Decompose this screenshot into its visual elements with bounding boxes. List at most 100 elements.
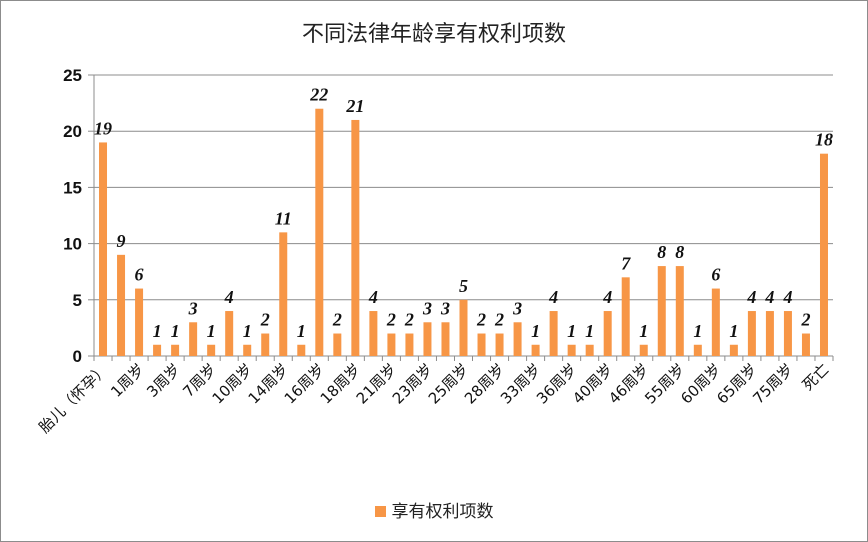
data-label: 1 xyxy=(531,321,540,341)
bar xyxy=(783,311,792,356)
bar xyxy=(261,333,270,356)
bar xyxy=(459,299,468,356)
bar xyxy=(99,142,108,356)
bar xyxy=(333,333,342,356)
bar xyxy=(369,311,378,356)
data-label: 3 xyxy=(512,298,522,318)
y-tick-label: 20 xyxy=(63,122,82,141)
data-label: 3 xyxy=(422,298,432,318)
data-label: 9 xyxy=(117,231,126,251)
bar xyxy=(531,344,540,356)
bar xyxy=(297,344,306,356)
data-label: 4 xyxy=(782,287,792,307)
y-tick-label: 10 xyxy=(63,235,82,254)
data-label: 1 xyxy=(693,321,702,341)
data-label: 6 xyxy=(135,265,144,285)
data-label: 1 xyxy=(153,321,162,341)
bar xyxy=(693,344,702,356)
y-tick-label: 5 xyxy=(73,291,82,310)
data-label: 5 xyxy=(459,276,468,296)
x-tick-label: 胎儿（怀孕） xyxy=(35,360,111,436)
data-label: 1 xyxy=(729,321,738,341)
bar xyxy=(405,333,414,356)
data-label: 1 xyxy=(171,321,180,341)
bar xyxy=(567,344,576,356)
x-tick-label: 死亡 xyxy=(799,360,833,394)
bar xyxy=(477,333,486,356)
data-label: 2 xyxy=(494,310,504,330)
y-tick-label: 25 xyxy=(63,66,82,85)
data-label: 2 xyxy=(386,310,396,330)
data-label: 6 xyxy=(711,265,720,285)
bar xyxy=(639,344,648,356)
x-axis-ticks: 胎儿（怀孕）1周岁3周岁7周岁10周岁14周岁16周岁18周岁21周岁23周岁2… xyxy=(35,360,832,436)
data-label: 19 xyxy=(94,118,112,138)
data-label: 11 xyxy=(275,208,292,228)
bar xyxy=(117,254,126,356)
bar xyxy=(225,311,234,356)
bar xyxy=(765,311,774,356)
data-label: 4 xyxy=(746,287,756,307)
data-label: 18 xyxy=(815,130,833,150)
data-label: 2 xyxy=(404,310,414,330)
data-label: 8 xyxy=(657,242,666,262)
data-label: 2 xyxy=(800,310,810,330)
data-label: 2 xyxy=(476,310,486,330)
bar xyxy=(801,333,810,356)
bar xyxy=(747,311,756,356)
data-label: 8 xyxy=(675,242,684,262)
bars xyxy=(99,108,828,357)
data-label: 4 xyxy=(764,287,774,307)
bar xyxy=(171,344,180,356)
y-tick-label: 15 xyxy=(63,178,82,197)
data-label: 21 xyxy=(345,96,364,116)
bar xyxy=(711,288,720,356)
data-label: 1 xyxy=(297,321,306,341)
bar xyxy=(729,344,738,356)
bar xyxy=(513,322,522,356)
bar xyxy=(153,344,162,356)
data-label: 3 xyxy=(188,298,198,318)
legend-label: 享有权利项数 xyxy=(391,502,494,522)
data-label: 4 xyxy=(224,287,234,307)
bar xyxy=(135,288,144,356)
x-tick-label: 1周岁 xyxy=(107,360,148,401)
bar xyxy=(189,322,198,356)
legend: 享有权利项数 xyxy=(0,497,868,522)
bar xyxy=(243,344,252,356)
bar xyxy=(819,153,828,356)
y-axis-ticks: 0 5 10 15 20 25 xyxy=(63,66,82,366)
data-label: 22 xyxy=(309,85,328,105)
bar xyxy=(207,344,216,356)
bar xyxy=(675,266,684,356)
data-label: 2 xyxy=(332,310,342,330)
bar xyxy=(585,344,594,356)
bar xyxy=(423,322,432,356)
bar xyxy=(549,311,558,356)
bar xyxy=(621,277,630,356)
bar xyxy=(351,119,360,357)
y-tick-label: 0 xyxy=(73,347,82,366)
legend-swatch xyxy=(374,506,386,517)
bar xyxy=(495,333,504,356)
bar xyxy=(279,232,288,356)
data-label: 4 xyxy=(602,287,612,307)
data-label: 1 xyxy=(639,321,648,341)
data-label: 3 xyxy=(440,298,450,318)
data-label: 1 xyxy=(585,321,594,341)
bar xyxy=(315,108,324,356)
data-label: 4 xyxy=(368,287,378,307)
data-label: 7 xyxy=(621,253,631,273)
x-tick-label: 3周岁 xyxy=(143,360,184,401)
data-label: 1 xyxy=(567,321,576,341)
data-label: 4 xyxy=(548,287,558,307)
x-tick-label: 75周岁 xyxy=(749,360,796,407)
data-label: 2 xyxy=(260,310,270,330)
chart-title: 不同法律年龄享有权利项数 xyxy=(301,22,566,47)
bar xyxy=(603,311,612,356)
bar xyxy=(387,333,396,356)
data-label: 1 xyxy=(207,321,216,341)
